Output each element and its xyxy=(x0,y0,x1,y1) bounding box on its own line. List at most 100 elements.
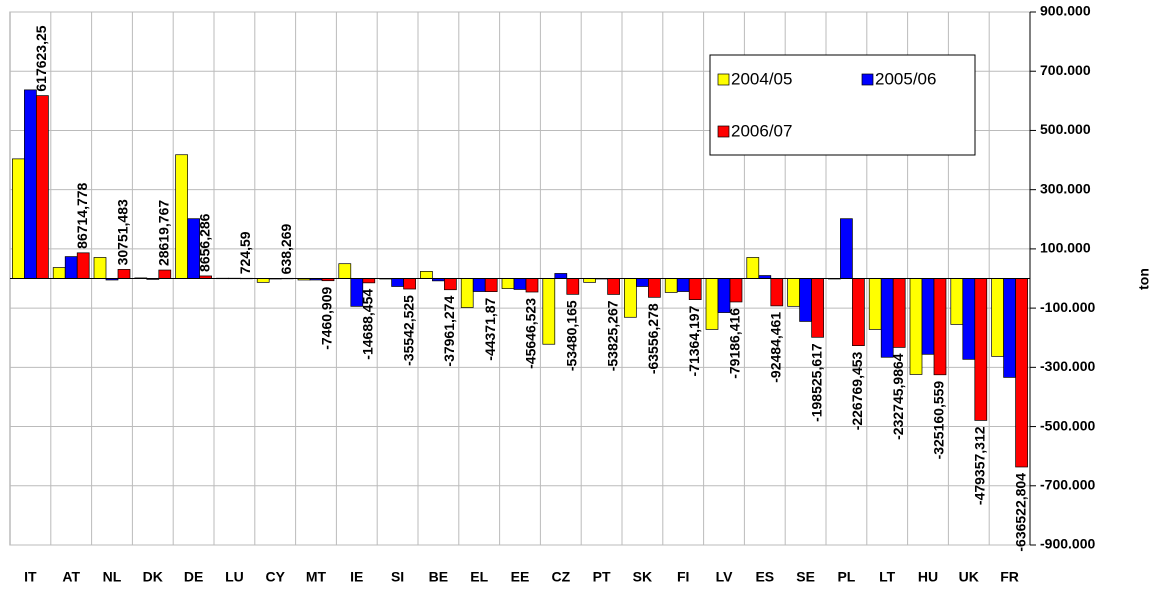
x-tick-label: HU xyxy=(918,569,938,585)
y-tick-label: 100.000 xyxy=(1040,240,1091,256)
bar xyxy=(770,278,784,307)
bar xyxy=(12,158,25,279)
x-tick-label: LU xyxy=(225,569,244,585)
legend-label: 2005/06 xyxy=(875,69,936,88)
y-tick-label: 500.000 xyxy=(1040,121,1091,137)
bar xyxy=(840,218,853,279)
data-label: -14688,454 xyxy=(360,289,376,360)
x-tick-label: ES xyxy=(755,569,774,585)
data-label: -198525,617 xyxy=(808,343,824,422)
bar xyxy=(1003,278,1016,378)
x-tick-label: MT xyxy=(306,569,327,585)
y-tick-label: 900.000 xyxy=(1040,3,1091,19)
x-tick-label: EE xyxy=(511,569,530,585)
x-tick-label: AT xyxy=(62,569,80,585)
y-tick-label: 300.000 xyxy=(1040,180,1091,196)
bar xyxy=(64,256,78,279)
x-tick-label: CZ xyxy=(551,569,570,585)
bar xyxy=(525,278,539,293)
x-tick-label: PT xyxy=(593,569,611,585)
bar xyxy=(746,257,760,279)
x-tick-label: CY xyxy=(265,569,285,585)
bar xyxy=(444,278,457,291)
bar xyxy=(962,278,976,360)
bar xyxy=(933,278,947,376)
bar xyxy=(909,278,923,375)
x-tick-label: LV xyxy=(716,569,734,585)
bar xyxy=(974,278,988,421)
x-tick-label: DE xyxy=(184,569,203,585)
bar xyxy=(729,278,743,303)
bar xyxy=(484,278,498,292)
data-label: -232745,9864 xyxy=(890,353,906,440)
bar xyxy=(950,278,964,325)
data-label: -71364,197 xyxy=(686,305,702,376)
data-label: -226769,453 xyxy=(849,351,865,430)
bar xyxy=(460,278,474,308)
x-tick-label: LT xyxy=(879,569,896,585)
bar xyxy=(991,278,1004,357)
bar xyxy=(1015,278,1028,468)
x-tick-label: FR xyxy=(1000,569,1019,585)
data-label: 724,59 xyxy=(237,231,253,274)
bar xyxy=(338,263,352,279)
data-label: -325160,559 xyxy=(931,381,947,460)
y-tick-label: -900.000 xyxy=(1040,536,1095,552)
bar xyxy=(583,278,596,283)
data-label: -53480,165 xyxy=(564,300,580,371)
bar xyxy=(472,278,486,292)
bar xyxy=(36,95,49,279)
bar xyxy=(688,278,702,300)
x-tick-label: SI xyxy=(391,569,404,585)
data-label: -45646,523 xyxy=(523,298,539,369)
data-label: -7460,909 xyxy=(319,287,335,350)
data-label: -37961,274 xyxy=(441,296,457,367)
data-label: -92484,461 xyxy=(768,312,784,383)
bar xyxy=(52,267,66,279)
bar xyxy=(403,278,416,290)
bar xyxy=(892,278,906,348)
bar xyxy=(117,269,131,279)
data-label: -79186,416 xyxy=(727,308,743,379)
bar xyxy=(256,278,270,283)
bar xyxy=(705,278,719,330)
bar xyxy=(158,269,172,279)
x-tick-label: FI xyxy=(677,569,689,585)
data-label: -636522,804 xyxy=(1012,473,1028,552)
x-tick-label: NL xyxy=(103,569,122,585)
legend-box xyxy=(709,54,976,156)
bar xyxy=(501,278,515,289)
bar xyxy=(513,278,527,290)
legend-swatch xyxy=(861,73,874,86)
legend-label: 2006/07 xyxy=(731,121,792,140)
x-tick-label: BE xyxy=(429,569,448,585)
x-tick-label: IT xyxy=(24,569,37,585)
bar xyxy=(93,257,107,279)
data-label: 617623,25 xyxy=(33,25,49,91)
bar xyxy=(554,273,568,279)
data-label: -53825,267 xyxy=(604,300,620,371)
bar xyxy=(664,278,678,293)
bar xyxy=(24,89,37,279)
x-tick-label: IE xyxy=(350,569,363,585)
x-tick-label: DK xyxy=(143,569,163,585)
bar xyxy=(624,278,637,318)
legend-swatch xyxy=(717,125,730,138)
x-tick-label: SE xyxy=(796,569,815,585)
bar xyxy=(175,154,188,279)
bar xyxy=(362,278,376,284)
legend: 2004/05 2005/06 2006/07 xyxy=(709,54,976,156)
data-label: 30751,483 xyxy=(115,199,131,265)
bar xyxy=(648,278,661,298)
legend-swatch xyxy=(717,73,730,86)
bar xyxy=(542,278,556,345)
y-tick-label: -100.000 xyxy=(1040,299,1095,315)
bar xyxy=(76,252,90,279)
y-tick-label: -300.000 xyxy=(1040,358,1095,374)
x-tick-label: UK xyxy=(959,569,979,585)
bar xyxy=(636,278,649,287)
y-tick-label: -700.000 xyxy=(1040,476,1095,492)
data-label: 86714,778 xyxy=(74,182,90,248)
x-tick-label: EL xyxy=(470,569,488,585)
